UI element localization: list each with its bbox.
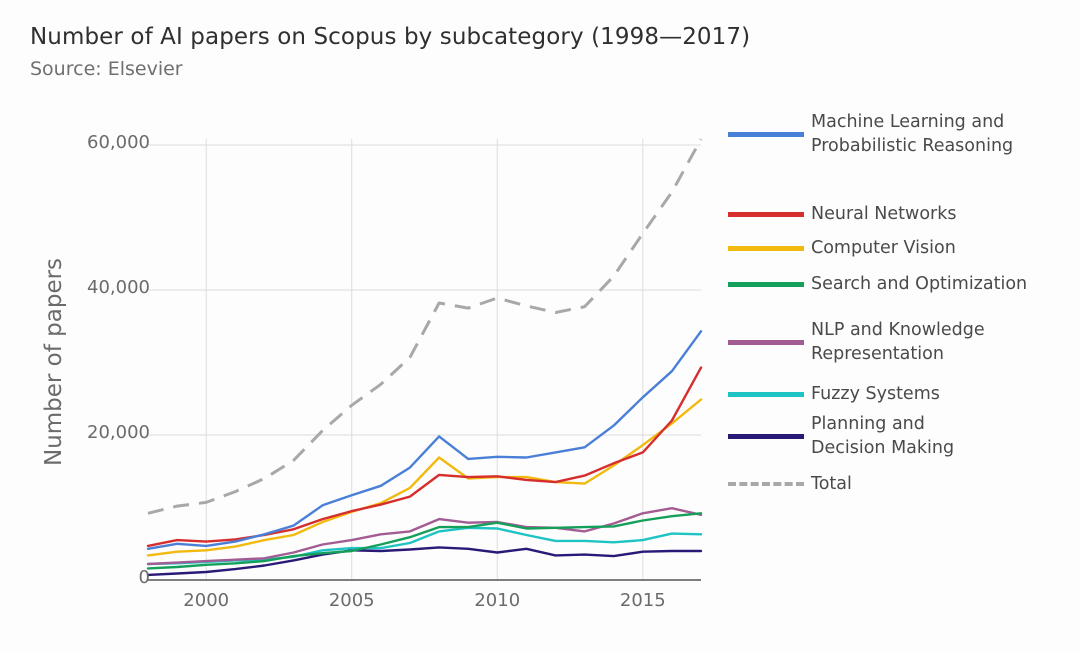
- series-line-nlp-and-knowledge-representation: [146, 507, 703, 566]
- legend-label-line: Search and Optimization: [811, 274, 1028, 294]
- chart-title: Number of AI papers on Scopus by subcate…: [30, 24, 751, 50]
- legend-item-neural-networks: Neural Networks: [728, 202, 956, 226]
- legend-item-computer-vision: Computer Vision: [728, 236, 956, 260]
- series-line-neural-networks: [146, 366, 703, 548]
- series-lines: [146, 138, 703, 577]
- series-line-machine-learning-and-probabilistic-reasoning: [146, 330, 703, 550]
- legend-label-line: Probabilistic Reasoning: [811, 136, 1014, 156]
- legend-label-line: Planning and: [811, 414, 925, 434]
- x-tick-label: 2010: [474, 590, 520, 611]
- legend-swatch: [728, 482, 804, 486]
- y-tick-label: 0: [139, 567, 150, 588]
- y-tick-label: 40,000: [87, 277, 150, 298]
- axes: 0 20,000 40,000 60,000 2000 2005 2010 2015: [87, 132, 701, 611]
- legend-label-line: Decision Making: [811, 438, 955, 458]
- legend-swatch: [728, 281, 804, 287]
- legend-item-fuzzy-systems: Fuzzy Systems: [728, 382, 940, 406]
- y-axis-label: Number of papers: [41, 258, 67, 466]
- legend-label: Neural Networks: [811, 202, 956, 226]
- x-tick-label: 2000: [183, 590, 229, 611]
- chart-subtitle: Source: Elsevier: [30, 58, 183, 80]
- legend-label: Computer Vision: [811, 236, 956, 260]
- grid-lines: [148, 139, 701, 580]
- legend-swatch: [728, 131, 804, 137]
- legend-label: Total: [811, 472, 852, 496]
- series-line-total: [147, 138, 703, 515]
- x-tick-label: 2005: [329, 590, 375, 611]
- legend-swatch: [728, 339, 804, 345]
- legend-label-line: Representation: [811, 344, 944, 364]
- legend-label: Planning and Decision Making: [811, 412, 954, 460]
- legend-item-machine-learning-and-probabilistic-reasoning: Machine Learning and Probabilistic Reason…: [728, 110, 1013, 158]
- y-tick-label: 20,000: [87, 422, 150, 443]
- legend-label-line: Fuzzy Systems: [811, 384, 940, 404]
- legend-label-line: NLP and Knowledge: [811, 320, 985, 340]
- legend-item-total: Total: [728, 472, 852, 496]
- legend-label: Machine Learning and Probabilistic Reason…: [811, 110, 1013, 158]
- x-tick-label: 2015: [620, 590, 666, 611]
- series-line-planning-and-decision-making: [146, 546, 703, 577]
- y-tick-label: 60,000: [87, 132, 150, 153]
- legend-swatch: [728, 211, 804, 217]
- legend-label: Fuzzy Systems: [811, 382, 940, 406]
- series-line-computer-vision: [146, 398, 703, 557]
- legend-label: Search and Optimization: [811, 272, 1027, 296]
- legend-item-search-and-optimization: Search and Optimization: [728, 272, 1027, 296]
- legend-item-nlp-and-knowledge-representation: NLP and Knowledge Representation: [728, 318, 985, 366]
- legend-label: NLP and Knowledge Representation: [811, 318, 985, 366]
- legend-label-line: Neural Networks: [811, 204, 957, 224]
- legend-item-planning-and-decision-making: Planning and Decision Making: [728, 412, 954, 460]
- legend-swatch: [728, 245, 804, 251]
- series-line-search-and-optimization: [146, 512, 703, 570]
- legend-label-line: Total: [811, 474, 852, 494]
- legend-swatch: [728, 433, 804, 439]
- legend-swatch: [728, 391, 804, 397]
- legend-label-line: Computer Vision: [811, 238, 956, 258]
- legend-label-line: Machine Learning and: [811, 112, 1005, 132]
